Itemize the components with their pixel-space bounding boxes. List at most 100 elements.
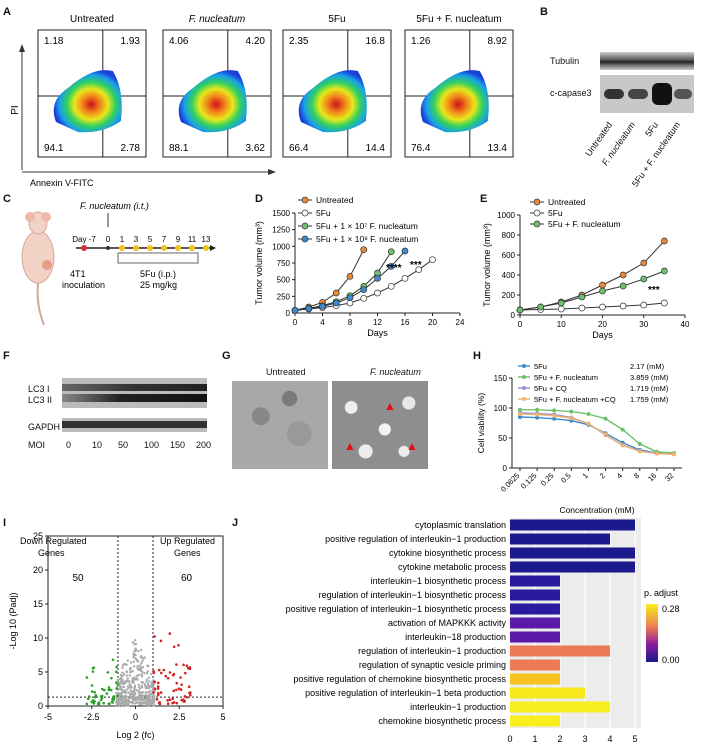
bar	[510, 561, 635, 573]
density-blob	[178, 70, 247, 133]
quadrant-value: 2.78	[121, 143, 141, 154]
y-tick-label: 100	[494, 404, 508, 413]
category-label: positive regulation of interleukin−1 bet…	[305, 688, 506, 698]
chart-i: 0 5 10 15 20 25 -5 -2.5 0 2.5 5 Log 2 (fc) -Log 10 (…	[8, 531, 226, 740]
dose-marker	[147, 245, 153, 251]
legend-tick: 0.28	[662, 604, 680, 614]
data-point	[619, 302, 627, 310]
flow-plot-title: 5Fu + F. nucleatum	[416, 14, 501, 25]
data-point	[552, 416, 557, 421]
y-axis-label: Tumor volume (mm³)	[254, 221, 264, 305]
legend-marker	[522, 386, 526, 390]
y-tick-label: 15	[33, 599, 43, 609]
flow-x-label: Annexin V-FITC	[30, 178, 94, 188]
y-tick-label: 10	[33, 633, 43, 643]
y-tick-label: 800	[502, 231, 516, 240]
data-point	[387, 248, 395, 256]
panel-label-b: B	[540, 6, 548, 18]
data-point	[360, 286, 368, 294]
scheme-tick: 3	[134, 235, 139, 244]
data-point	[537, 303, 544, 311]
bar	[510, 659, 560, 671]
data-point	[516, 306, 524, 314]
data-point	[346, 294, 354, 302]
x-tick-label: -5	[44, 712, 52, 722]
series-line	[519, 270, 665, 311]
quadrant-value: 16.8	[366, 36, 386, 47]
y-tick-label: 5	[38, 667, 43, 677]
legend-title: p. adjust	[644, 588, 679, 598]
x-tick-label: 32	[663, 471, 675, 483]
data-point	[619, 271, 627, 279]
category-label: regulation of synaptic vesicle priming	[359, 660, 506, 670]
significance-label: ****	[386, 263, 402, 274]
legend-marker	[533, 198, 541, 206]
category-label: positive regulation of interleukin−1 bio…	[286, 604, 507, 614]
bar	[510, 603, 560, 615]
data-point	[640, 301, 648, 309]
legend-marker	[301, 222, 309, 230]
bar	[510, 645, 610, 657]
series-line	[520, 409, 675, 454]
data-point	[401, 247, 409, 255]
bar	[510, 575, 560, 587]
x-tick-label: -2.5	[84, 712, 100, 722]
up-count: 60	[181, 573, 193, 584]
data-point	[518, 415, 522, 419]
panel-label-d: D	[255, 193, 263, 205]
blot-f-image-gapdh	[62, 418, 207, 432]
series-line	[519, 412, 675, 455]
data-point	[620, 443, 625, 448]
category-label: positive regulation of interleukin−1 pro…	[325, 534, 506, 544]
x-tick-label: 1	[581, 471, 590, 480]
panel-label-j: J	[232, 517, 239, 529]
y-tick-label: 0	[286, 309, 291, 318]
data-point	[319, 302, 326, 310]
quadrant-value: 8.92	[488, 36, 508, 47]
y-tick-label: 25	[33, 531, 43, 541]
y-axis-label: Cell viability (%)	[476, 393, 486, 454]
legend-label: Untreated	[316, 195, 354, 205]
x-tick-label: 1	[532, 734, 537, 744]
bar	[510, 589, 560, 601]
em-image-untreated	[232, 381, 328, 469]
x-tick-label: 40	[681, 320, 690, 329]
mouse-icon	[21, 211, 55, 326]
x-tick-label: 5	[632, 734, 637, 744]
x-tick-label: 0	[507, 734, 512, 744]
x-tick-label: 20	[428, 318, 437, 327]
quadrant-value: 88.1	[169, 143, 189, 154]
ic50-value: 3.859 (mM)	[630, 373, 669, 382]
y-tick-label: 750	[277, 259, 291, 268]
category-label: interleukin−1 biosynthetic process	[371, 576, 507, 586]
y-tick-label: 50	[498, 434, 507, 443]
y-tick-label: 600	[502, 251, 516, 260]
legend-label: 5Fu + 1 × 10⁸ F. nucleatum	[316, 234, 418, 244]
legend-label: Untreated	[548, 197, 586, 207]
flow-y-label: PI	[10, 105, 21, 114]
data-point	[640, 259, 648, 267]
y-tick-label: 20	[33, 565, 43, 575]
data-point	[305, 305, 313, 313]
dose-marker	[161, 245, 167, 251]
x-tick-label: 2	[557, 734, 562, 744]
ic50-value: 1.759 (mM)	[630, 395, 669, 404]
legend-label: 5Fu + F. nucleatum	[534, 373, 598, 382]
category-label: interleukin−1 production	[410, 702, 506, 712]
blot-b: Tubulin c-capase3 Untreated F. nucleatum…	[550, 48, 700, 189]
data-point	[387, 262, 395, 270]
scheme-tick: 9	[176, 235, 181, 244]
down-regulated-label: Genes	[38, 548, 65, 558]
scheme-tick: 11	[188, 235, 197, 244]
y-tick-label: 0	[503, 464, 508, 473]
bar	[510, 687, 585, 699]
quadrant-value: 94.1	[44, 143, 64, 154]
series-line	[519, 302, 665, 311]
x-tick-label: 0.125	[519, 471, 539, 491]
data-point	[578, 293, 586, 301]
data-point	[578, 304, 586, 312]
data-point	[661, 299, 668, 307]
bar	[510, 673, 560, 685]
moi-value: 0	[66, 440, 72, 450]
